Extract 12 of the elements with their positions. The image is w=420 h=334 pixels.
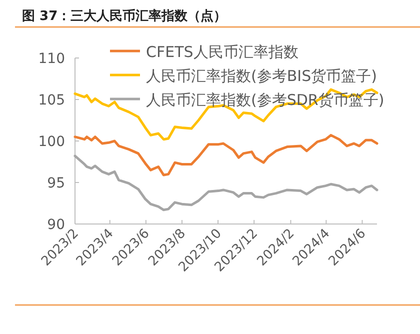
- line-series: [74, 88, 378, 141]
- legend-item: 人民币汇率指数(参考BIS货币篮子): [110, 67, 377, 85]
- legend-item: CFETS人民币汇率指数: [110, 43, 298, 61]
- y-tick-label: 100: [38, 134, 65, 150]
- y-tick-label: 95: [47, 176, 65, 192]
- line-series: [74, 134, 378, 176]
- legend-label: CFETS人民币汇率指数: [146, 43, 298, 61]
- chart-title: 图 37：三大人民币汇率指数（点）: [22, 8, 227, 24]
- y-tick-label: 90: [47, 217, 65, 233]
- y-tick-label: 110: [38, 51, 65, 67]
- line-series: [74, 154, 378, 212]
- y-tick-label: 105: [38, 92, 65, 108]
